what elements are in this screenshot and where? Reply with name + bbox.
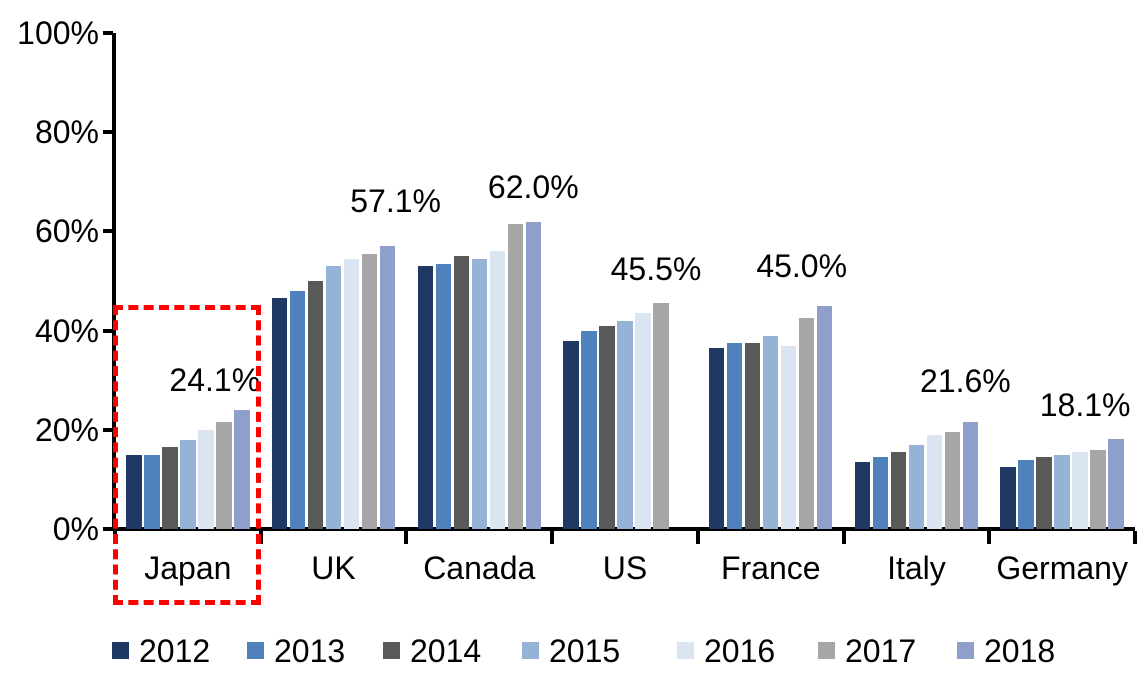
bar-france-2017 xyxy=(799,318,815,529)
bar-us-2017 xyxy=(653,303,669,529)
category-label-us: US xyxy=(602,550,648,586)
bar-uk-2017 xyxy=(361,253,378,529)
bar-canada-2013 xyxy=(435,263,451,529)
legend-swatch-2013 xyxy=(247,642,264,659)
legend-swatch-2016 xyxy=(677,642,694,659)
x-axis-tick xyxy=(404,531,409,544)
category-label-france: France xyxy=(720,550,821,586)
bar-france-2016 xyxy=(781,345,797,529)
value-label-uk: 57.1% xyxy=(350,182,441,219)
bar-germany-2018 xyxy=(1108,439,1124,529)
y-axis-tick-label: 0% xyxy=(52,511,99,547)
bar-italy-2017 xyxy=(944,432,961,529)
bar-canada-2015 xyxy=(471,258,487,529)
bar-italy-2018 xyxy=(962,421,979,529)
y-axis-tick xyxy=(103,229,113,234)
bar-japan-2013 xyxy=(144,454,160,529)
bar-uk-2013 xyxy=(289,290,306,529)
bar-us-2015 xyxy=(617,320,633,529)
legend-swatch-2015 xyxy=(522,642,539,659)
category-label-uk: UK xyxy=(311,550,356,586)
y-axis-tick-label: 100% xyxy=(17,15,99,51)
bar-germany-2016 xyxy=(1072,452,1088,529)
bar-japan-2012 xyxy=(126,454,142,529)
bar-germany-2012 xyxy=(1000,467,1016,529)
bar-germany-2015 xyxy=(1054,454,1070,529)
legend-label-2012: 2012 xyxy=(139,633,211,669)
bar-germany-2013 xyxy=(1018,459,1034,529)
category-label-germany: Germany xyxy=(996,550,1128,586)
bar-japan-2018 xyxy=(234,409,250,529)
bar-uk-2014 xyxy=(307,281,324,529)
legend-label-2016: 2016 xyxy=(704,633,776,669)
bar-france-2018 xyxy=(817,305,833,529)
x-axis-tick xyxy=(695,531,700,544)
value-label-germany: 18.1% xyxy=(1039,387,1131,424)
y-axis-tick xyxy=(103,527,113,531)
value-label-france: 45.0% xyxy=(756,247,848,284)
y-axis-tick xyxy=(103,427,113,432)
x-axis-tick xyxy=(1133,531,1137,544)
x-axis-tick xyxy=(987,531,992,544)
bar-uk-2018 xyxy=(379,245,396,529)
legend-swatch-2014 xyxy=(383,642,400,659)
value-label-japan: 24.1% xyxy=(169,361,261,398)
bar-germany-2014 xyxy=(1036,457,1052,529)
category-label-italy: Italy xyxy=(887,550,946,586)
japan-highlight-box xyxy=(113,305,261,605)
bar-canada-2012 xyxy=(417,266,433,529)
category-label-japan: Japan xyxy=(144,550,232,586)
bar-italy-2014 xyxy=(890,452,907,529)
y-axis-tick-label: 80% xyxy=(34,114,99,151)
value-label-canada: 62.0% xyxy=(487,168,579,205)
bar-japan-2016 xyxy=(198,429,214,529)
legend-swatch-2017 xyxy=(818,642,835,659)
y-axis-tick xyxy=(103,130,113,135)
legend-swatch-2018 xyxy=(957,642,974,659)
bar-us-2016 xyxy=(635,313,651,529)
bar-canada-2014 xyxy=(453,256,469,529)
bar-us-2012 xyxy=(563,340,579,529)
x-axis-tick xyxy=(550,531,555,544)
bar-us-2014 xyxy=(599,325,615,529)
bar-italy-2012 xyxy=(854,462,871,529)
y-axis-tick xyxy=(103,31,113,35)
value-label-italy: 21.6% xyxy=(920,362,1011,399)
bar-uk-2016 xyxy=(343,258,360,529)
bar-france-2013 xyxy=(727,343,743,529)
legend-label-2017: 2017 xyxy=(845,633,917,669)
y-axis-line xyxy=(112,33,116,531)
bar-japan-2015 xyxy=(180,439,196,529)
bar-canada-2016 xyxy=(489,251,505,529)
legend-label-2018: 2018 xyxy=(984,633,1056,669)
y-axis-tick-label: 60% xyxy=(34,213,99,250)
bar-canada-2018 xyxy=(525,221,541,529)
legend-swatch-2012 xyxy=(112,642,129,659)
y-axis-tick-label: 40% xyxy=(34,312,99,349)
bar-japan-2014 xyxy=(162,447,178,529)
bar-france-2012 xyxy=(709,348,725,529)
bar-germany-2017 xyxy=(1090,449,1106,529)
bar-canada-2017 xyxy=(507,224,523,529)
x-axis-tick xyxy=(841,531,846,544)
x-axis-line xyxy=(112,527,1135,531)
y-axis-tick xyxy=(103,328,113,333)
bar-uk-2012 xyxy=(271,298,288,529)
legend-label-2013: 2013 xyxy=(274,633,346,669)
bar-italy-2016 xyxy=(926,434,943,529)
legend-label-2014: 2014 xyxy=(410,633,482,669)
bar-france-2015 xyxy=(763,335,779,529)
value-label-us: 45.5% xyxy=(610,251,702,288)
bar-uk-2015 xyxy=(325,266,342,529)
y-axis-tick-label: 20% xyxy=(34,411,99,448)
bar-france-2014 xyxy=(745,343,761,529)
bar-italy-2013 xyxy=(872,457,889,529)
bar-italy-2015 xyxy=(908,444,925,529)
bar-japan-2017 xyxy=(216,422,232,529)
category-label-canada: Canada xyxy=(423,550,536,586)
legend-label-2015: 2015 xyxy=(549,633,621,669)
bar-us-2013 xyxy=(581,330,597,529)
